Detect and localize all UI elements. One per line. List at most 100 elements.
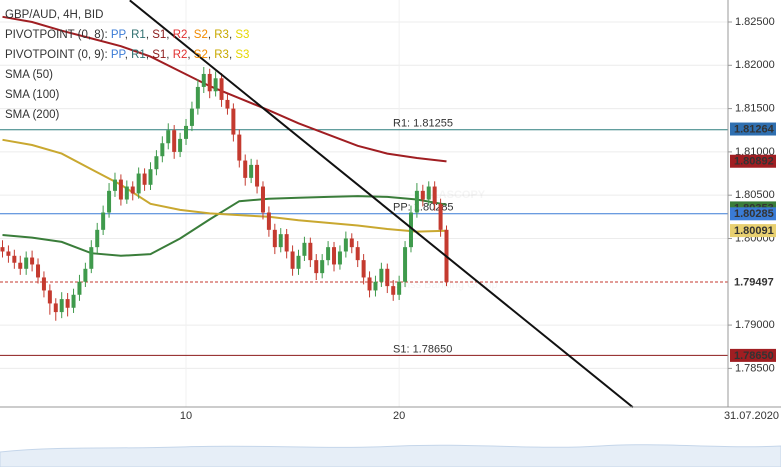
pivot-legend-separator: , [229,49,235,61]
pivot-legend-item: S2 [194,29,208,41]
pivot-level-label: S1: 1.78650 [393,343,452,355]
navigator [0,444,781,467]
candle-body [47,290,52,304]
y-tick-label: 1.79000 [735,319,775,331]
candle-body [243,160,248,178]
candle-body [302,242,307,256]
pivot-legend-item: R2 [173,29,188,41]
candle-body [24,257,29,269]
candle-body [18,262,23,269]
candle-body [337,251,342,265]
candle-body [237,134,242,161]
pivot-legend-item: PP [111,49,127,61]
candle-body [225,99,230,109]
candle-body [349,238,354,248]
price-label-box [730,348,776,362]
y-tick-label: 1.78500 [735,362,775,374]
legend: GBP/AUD, 4H, BID PIVOTPOINT (0, 8): PP, R… [5,9,249,121]
pivot-legend-separator: , [146,29,152,41]
pivot-legend-item: S3 [235,49,249,61]
pivot-legend-separator: , [208,49,214,61]
candle-body [118,179,123,200]
candle-body [71,294,76,308]
y-tick-label: 1.82500 [735,16,775,28]
candle-body [284,234,289,252]
candle-body [107,190,112,213]
candle-body [130,186,135,194]
candle-body [408,212,413,248]
candle-body [219,78,224,100]
candle-body [403,247,408,282]
candle-body [36,264,41,278]
candle-body [189,108,194,126]
pivot-legend-item: R2 [173,49,188,61]
candle-body [266,212,271,230]
candle-body [308,242,313,261]
candle-body [112,179,117,191]
legend-entry: SMA (50) [5,69,53,81]
candle-body [184,125,189,139]
price-label: 1.80285 [734,208,774,220]
sma-line [2,138,447,233]
legend-entry: SMA (200) [5,109,59,121]
candle-body [148,169,153,185]
pivot-legend-separator: , [187,29,193,41]
pivot-legend: PIVOTPOINT (0, 9): PP, R1, S1, R2, S2, R… [5,49,249,61]
sma-line [2,15,447,163]
candle-body [290,251,295,269]
current-price-label: 1.79497 [734,276,774,288]
price-label: 1.81264 [734,123,775,135]
candle-body [178,138,183,152]
candle-body [343,238,348,252]
candle-body [373,281,378,291]
candle-body [249,164,254,178]
price-label-box [730,154,776,168]
candle-body [278,234,283,248]
price-label-box [730,122,776,136]
candle-body [12,255,17,263]
watermark: DUKASCOPY [415,189,486,201]
candle-body [0,247,5,252]
candle-body [6,251,11,256]
pivot-legend-item: R1 [131,29,146,41]
price-label: 1.80091 [734,225,774,237]
pivot-legend-prefix: PIVOTPOINT (0, 9): [5,49,111,61]
pivot-level-label: PP: 1.80285 [393,202,454,214]
pivot-legend-separator: , [208,29,214,41]
pivot-legend-separator: , [146,49,152,61]
candle-body [201,73,206,87]
candle-body [420,190,425,200]
pivot-legend-separator: , [125,49,131,61]
candle-body [361,260,366,278]
pivot-legend-separator: , [125,29,131,41]
candle-body [154,156,159,170]
pivot-legend-separator: , [187,49,193,61]
pivot-legend-item: R3 [214,49,229,61]
candle-body [213,78,218,92]
pivot-legend-separator: , [166,29,172,41]
candle-body [101,212,106,230]
candle-body [195,86,200,109]
candle-body [124,186,129,200]
x-tick-label: 10 [180,410,192,422]
pivot-legend: PIVOTPOINT (0, 8): PP, R1, S1, R2, S2, R… [5,29,249,41]
pivot-legend-separator: , [166,49,172,61]
candle-body [207,73,212,92]
candle-body [41,277,46,291]
pivot-legend-item: S1 [152,49,166,61]
pivot-legend-item: R3 [214,29,229,41]
candle-body [355,247,360,261]
candle-body [172,130,177,152]
candle-body [260,186,265,213]
pivot-legend-separator: , [229,29,235,41]
candle-body [379,268,384,282]
candle-body [385,268,390,287]
candle-body [320,260,325,274]
legend-entry: SMA (100) [5,89,59,101]
candle-body [65,299,70,308]
candle-body [326,247,331,261]
candle-body [296,255,301,269]
